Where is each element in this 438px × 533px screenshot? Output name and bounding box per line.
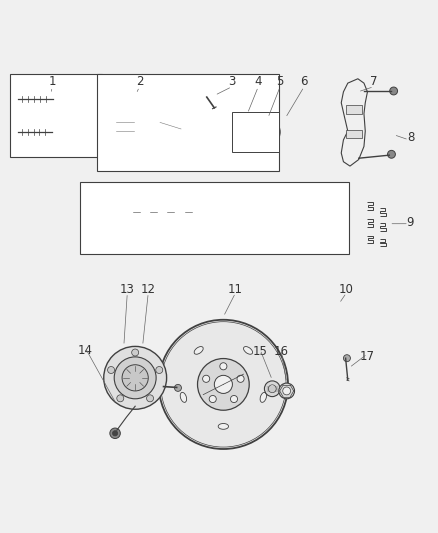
Bar xyxy=(147,208,160,232)
Bar xyxy=(346,130,362,138)
Circle shape xyxy=(203,375,210,382)
Circle shape xyxy=(147,395,154,402)
Circle shape xyxy=(279,383,294,399)
FancyBboxPatch shape xyxy=(234,118,261,146)
Text: 14: 14 xyxy=(78,344,92,357)
Circle shape xyxy=(240,124,255,140)
Circle shape xyxy=(254,119,280,145)
Circle shape xyxy=(220,363,227,370)
Circle shape xyxy=(390,87,398,95)
Circle shape xyxy=(159,320,288,449)
Text: 15: 15 xyxy=(253,345,268,358)
Circle shape xyxy=(113,431,118,436)
Ellipse shape xyxy=(180,392,187,402)
Text: 12: 12 xyxy=(141,282,156,296)
Circle shape xyxy=(174,384,181,391)
Bar xyxy=(346,105,362,114)
Circle shape xyxy=(122,365,148,391)
Text: 2: 2 xyxy=(136,75,143,88)
Text: 13: 13 xyxy=(120,282,135,296)
Bar xyxy=(232,112,279,152)
Circle shape xyxy=(388,150,396,158)
Ellipse shape xyxy=(244,346,253,354)
Bar xyxy=(181,208,195,232)
Bar xyxy=(129,208,143,232)
Circle shape xyxy=(132,349,139,356)
Text: 8: 8 xyxy=(407,131,415,144)
Circle shape xyxy=(117,395,124,402)
Circle shape xyxy=(110,428,120,439)
Text: 6: 6 xyxy=(300,75,308,88)
Circle shape xyxy=(198,359,249,410)
Circle shape xyxy=(108,367,115,374)
Circle shape xyxy=(104,346,166,409)
Circle shape xyxy=(156,367,163,374)
Circle shape xyxy=(114,357,156,399)
Circle shape xyxy=(343,354,350,362)
Text: 4: 4 xyxy=(254,75,262,88)
Text: 10: 10 xyxy=(339,282,354,296)
Text: 5: 5 xyxy=(276,75,284,88)
Text: 11: 11 xyxy=(228,282,243,296)
Bar xyxy=(143,83,155,91)
Circle shape xyxy=(214,375,233,393)
Circle shape xyxy=(260,125,274,139)
Text: 17: 17 xyxy=(360,350,375,362)
Bar xyxy=(164,208,178,232)
Bar xyxy=(11,75,102,157)
Text: 16: 16 xyxy=(273,345,289,358)
Circle shape xyxy=(283,387,290,395)
Text: 1: 1 xyxy=(49,75,56,88)
Ellipse shape xyxy=(194,346,203,354)
Circle shape xyxy=(265,381,280,397)
Circle shape xyxy=(230,395,237,402)
Ellipse shape xyxy=(260,392,266,402)
Text: 9: 9 xyxy=(406,216,414,229)
Text: 3: 3 xyxy=(228,75,236,88)
Circle shape xyxy=(209,395,216,402)
Text: 7: 7 xyxy=(370,75,378,88)
Circle shape xyxy=(237,375,244,382)
Bar xyxy=(80,182,349,254)
Circle shape xyxy=(268,385,276,393)
Bar xyxy=(97,75,279,171)
Ellipse shape xyxy=(218,424,229,429)
